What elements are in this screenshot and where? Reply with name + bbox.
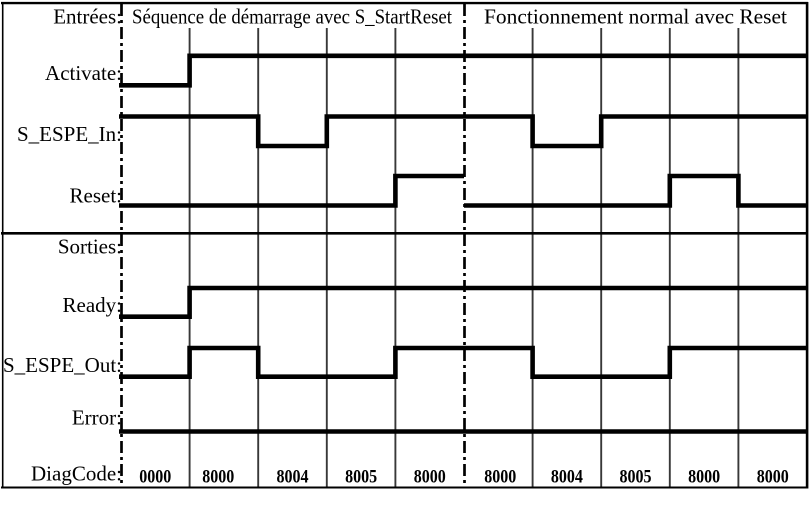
svg-text:Ready:: Ready: — [63, 293, 122, 317]
svg-text:Reset:: Reset: — [70, 183, 123, 207]
svg-text:Error:: Error: — [72, 406, 122, 430]
svg-text:Activate:: Activate: — [45, 61, 122, 85]
svg-text:8000: 8000 — [202, 467, 234, 488]
svg-text:8004: 8004 — [277, 467, 309, 488]
svg-text:Séquence de démarrage avec S_S: Séquence de démarrage avec S_StartReset — [132, 5, 452, 29]
svg-text:Fonctionnement normal avec Res: Fonctionnement normal avec Reset — [484, 5, 787, 29]
svg-text:0000: 0000 — [139, 467, 171, 488]
svg-text:DiagCode:: DiagCode: — [31, 461, 122, 485]
svg-text:S_ESPE_In:: S_ESPE_In: — [17, 122, 122, 146]
svg-text:S_ESPE_Out:: S_ESPE_Out: — [3, 353, 122, 377]
svg-text:Entrées:: Entrées: — [53, 5, 122, 29]
svg-text:8005: 8005 — [345, 467, 377, 488]
svg-text:8004: 8004 — [551, 467, 583, 488]
svg-text:8000: 8000 — [757, 467, 789, 488]
svg-text:Sorties:: Sorties: — [58, 234, 122, 258]
svg-text:8000: 8000 — [484, 467, 516, 488]
svg-text:8000: 8000 — [414, 467, 446, 488]
svg-text:8005: 8005 — [620, 467, 652, 488]
svg-text:8000: 8000 — [688, 467, 720, 488]
